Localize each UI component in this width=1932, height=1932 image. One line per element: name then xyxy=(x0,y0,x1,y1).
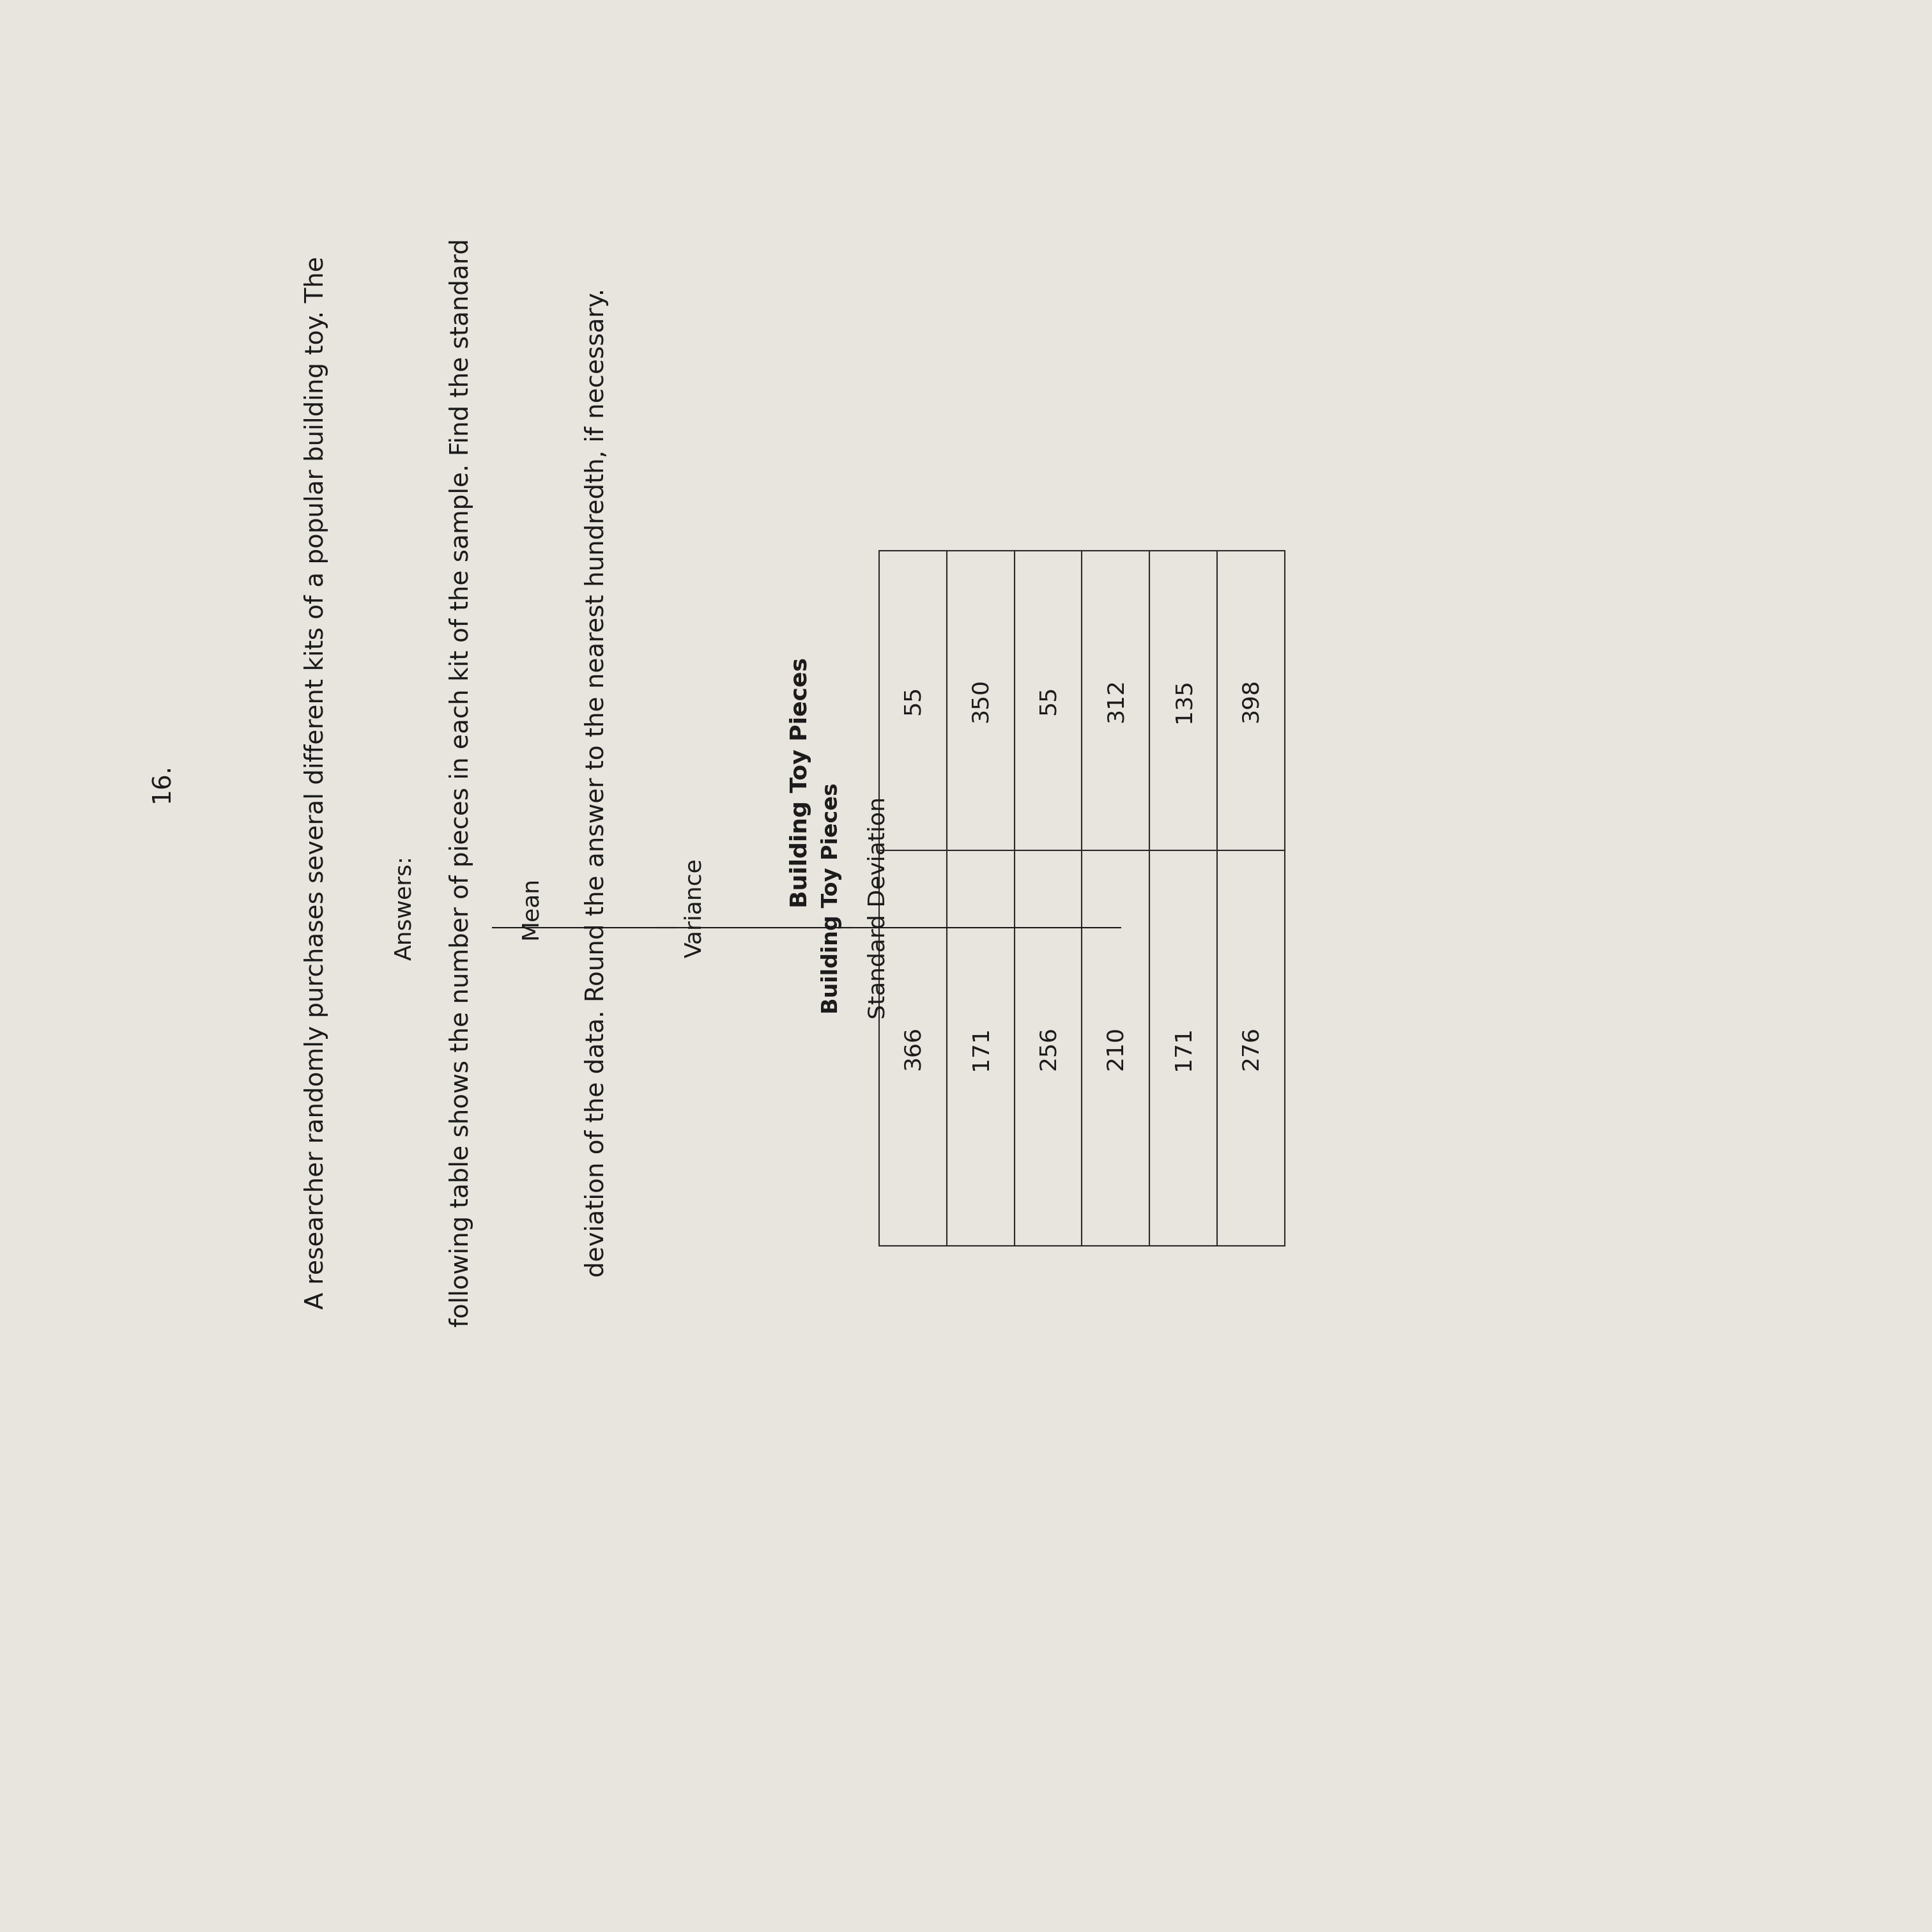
Text: 135: 135 xyxy=(1173,678,1194,723)
Bar xyxy=(879,551,1285,1246)
Text: Standard Deviation: Standard Deviation xyxy=(867,796,889,1020)
Text: 210: 210 xyxy=(1105,1026,1126,1070)
Text: 55: 55 xyxy=(902,686,923,715)
Text: Mean: Mean xyxy=(520,877,541,939)
Text: Building Toy Pieces: Building Toy Pieces xyxy=(790,657,811,908)
Text: 171: 171 xyxy=(1173,1026,1194,1070)
Text: 366: 366 xyxy=(902,1026,923,1070)
Text: Building Toy Pieces: Building Toy Pieces xyxy=(821,782,842,1014)
Text: deviation of the data. Round the answer to the nearest hundredth, if necessary.: deviation of the data. Round the answer … xyxy=(583,288,609,1277)
Text: Answers:: Answers: xyxy=(394,856,415,960)
Text: 256: 256 xyxy=(1037,1026,1059,1070)
Text: 312: 312 xyxy=(1105,678,1126,723)
Text: 350: 350 xyxy=(970,678,991,723)
Text: following table shows the number of pieces in each kit of the sample. Find the s: following table shows the number of piec… xyxy=(448,238,473,1327)
Text: 16.: 16. xyxy=(149,763,174,802)
Text: Variance: Variance xyxy=(684,858,705,958)
Text: 398: 398 xyxy=(1240,678,1262,723)
Text: 55: 55 xyxy=(1037,686,1059,715)
Text: 171: 171 xyxy=(970,1026,991,1070)
Text: A researcher randomly purchases several different kits of a popular building toy: A researcher randomly purchases several … xyxy=(303,257,328,1308)
Text: 276: 276 xyxy=(1240,1026,1262,1070)
